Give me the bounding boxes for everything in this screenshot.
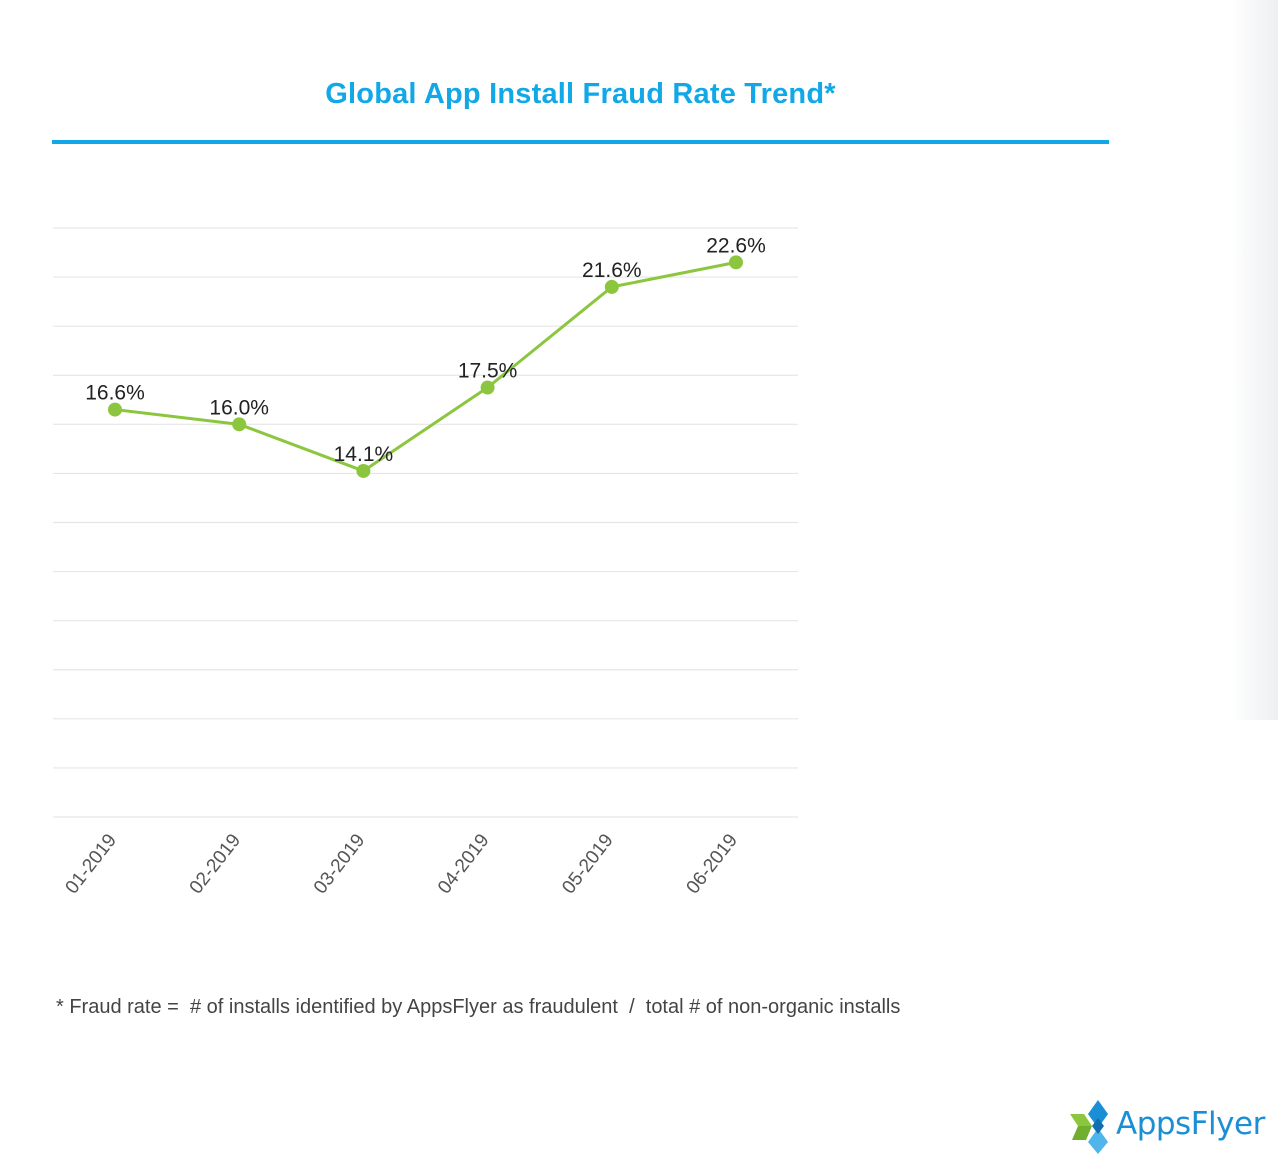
data-point <box>604 279 619 294</box>
data-point <box>729 255 743 270</box>
page-edge-shadow <box>1230 0 1278 720</box>
title-underline <box>52 140 1109 144</box>
appsflyer-logo: AppsFlyer <box>1068 1096 1268 1156</box>
data-label: 14.1% <box>334 443 394 466</box>
data-point <box>232 417 247 432</box>
x-tick-label: 06-2019 <box>682 830 741 898</box>
data-label: 21.6% <box>582 259 642 282</box>
appsflyer-logo-text: AppsFlyer <box>1116 1106 1265 1142</box>
data-label: 16.6% <box>85 382 145 405</box>
x-tick-label: 01-2019 <box>61 830 120 898</box>
x-tick-label: 02-2019 <box>186 830 245 898</box>
x-tick-label: 03-2019 <box>310 830 369 898</box>
data-label: 22.6% <box>706 234 766 257</box>
x-tick-label: 04-2019 <box>434 830 493 898</box>
data-label: 17.5% <box>458 360 518 383</box>
line-chart: 16.6% 16.0% 14.1% 17.5% 21.6% 22.6% 01-2019 02-… <box>53 227 798 898</box>
data-label: 16.0% <box>209 396 269 419</box>
footnote: * Fraud rate = # of installs identified … <box>56 996 901 1018</box>
x-tick-label: 05-2019 <box>558 830 617 898</box>
series-line <box>114 260 737 473</box>
data-point <box>108 402 122 417</box>
chart-title: Global App Install Fraud Rate Trend* <box>325 78 836 110</box>
appsflyer-logo-icon <box>1070 1100 1108 1154</box>
data-point <box>356 463 371 478</box>
data-point <box>480 380 495 395</box>
